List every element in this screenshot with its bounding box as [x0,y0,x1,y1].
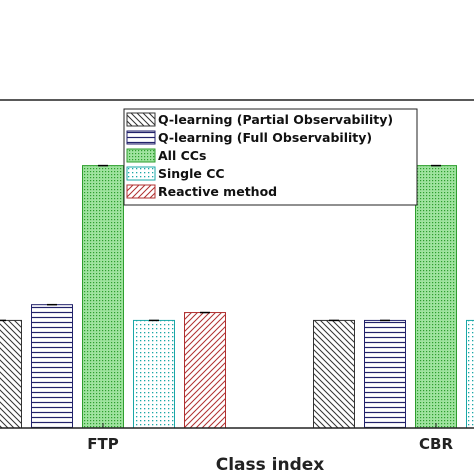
legend-swatch [126,130,156,145]
bar-cbr-series-2 [415,165,457,429]
legend-label: Single CC [158,166,225,181]
legend: Q-learning (Partial Observability) Q-lear… [123,108,418,206]
legend-swatch [126,184,156,199]
bar-ftp-series-1 [31,304,73,429]
legend-box [123,108,418,206]
bar-ftp-series-0 [0,319,22,429]
legend-label: All CCs [158,148,206,163]
legend-label: Q-learning (Full Observability) [158,130,372,145]
x-axis-title: Class index [216,455,325,474]
bar-cbr-series-1 [364,319,406,429]
plot-area-frame [0,99,474,429]
legend-swatch [126,112,156,127]
bar-ftp-series-2 [82,165,124,429]
bar-cbr-series-3 [466,319,474,429]
legend-label: Q-learning (Partial Observability) [158,112,393,127]
x-tick-label: CBR [419,435,453,453]
legend-swatch [126,148,156,163]
bar-cbr-series-0 [313,319,355,429]
legend-swatch [126,166,156,181]
legend-label: Reactive method [158,184,277,199]
x-tick-label: FTP [87,435,118,453]
bar-ftp-series-4 [184,312,226,429]
bar-ftp-series-3 [133,319,175,429]
